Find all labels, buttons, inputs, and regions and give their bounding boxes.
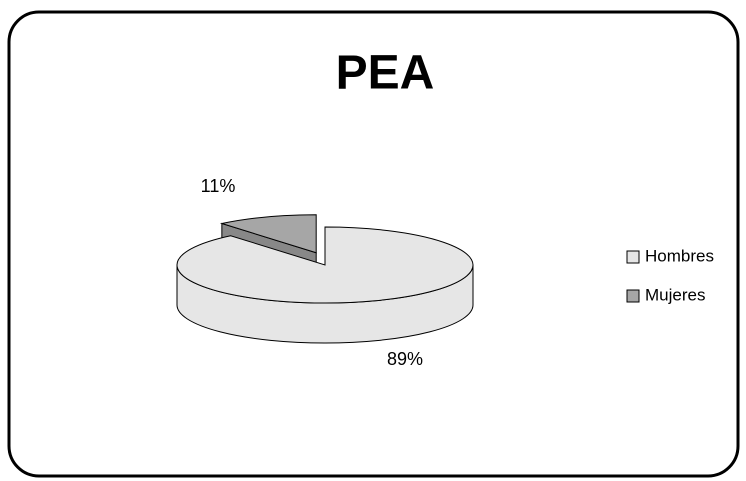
legend-swatch: [626, 250, 640, 264]
chart-title: PEA: [336, 47, 435, 100]
data-label: 11%: [201, 176, 236, 196]
legend-swatch: [626, 289, 640, 303]
legend-label: Hombres: [645, 246, 714, 265]
pie-slice: [219, 214, 317, 254]
pie-slice: [176, 226, 474, 304]
legend-label: Mujeres: [645, 285, 705, 304]
data-label: 89%: [387, 349, 423, 369]
